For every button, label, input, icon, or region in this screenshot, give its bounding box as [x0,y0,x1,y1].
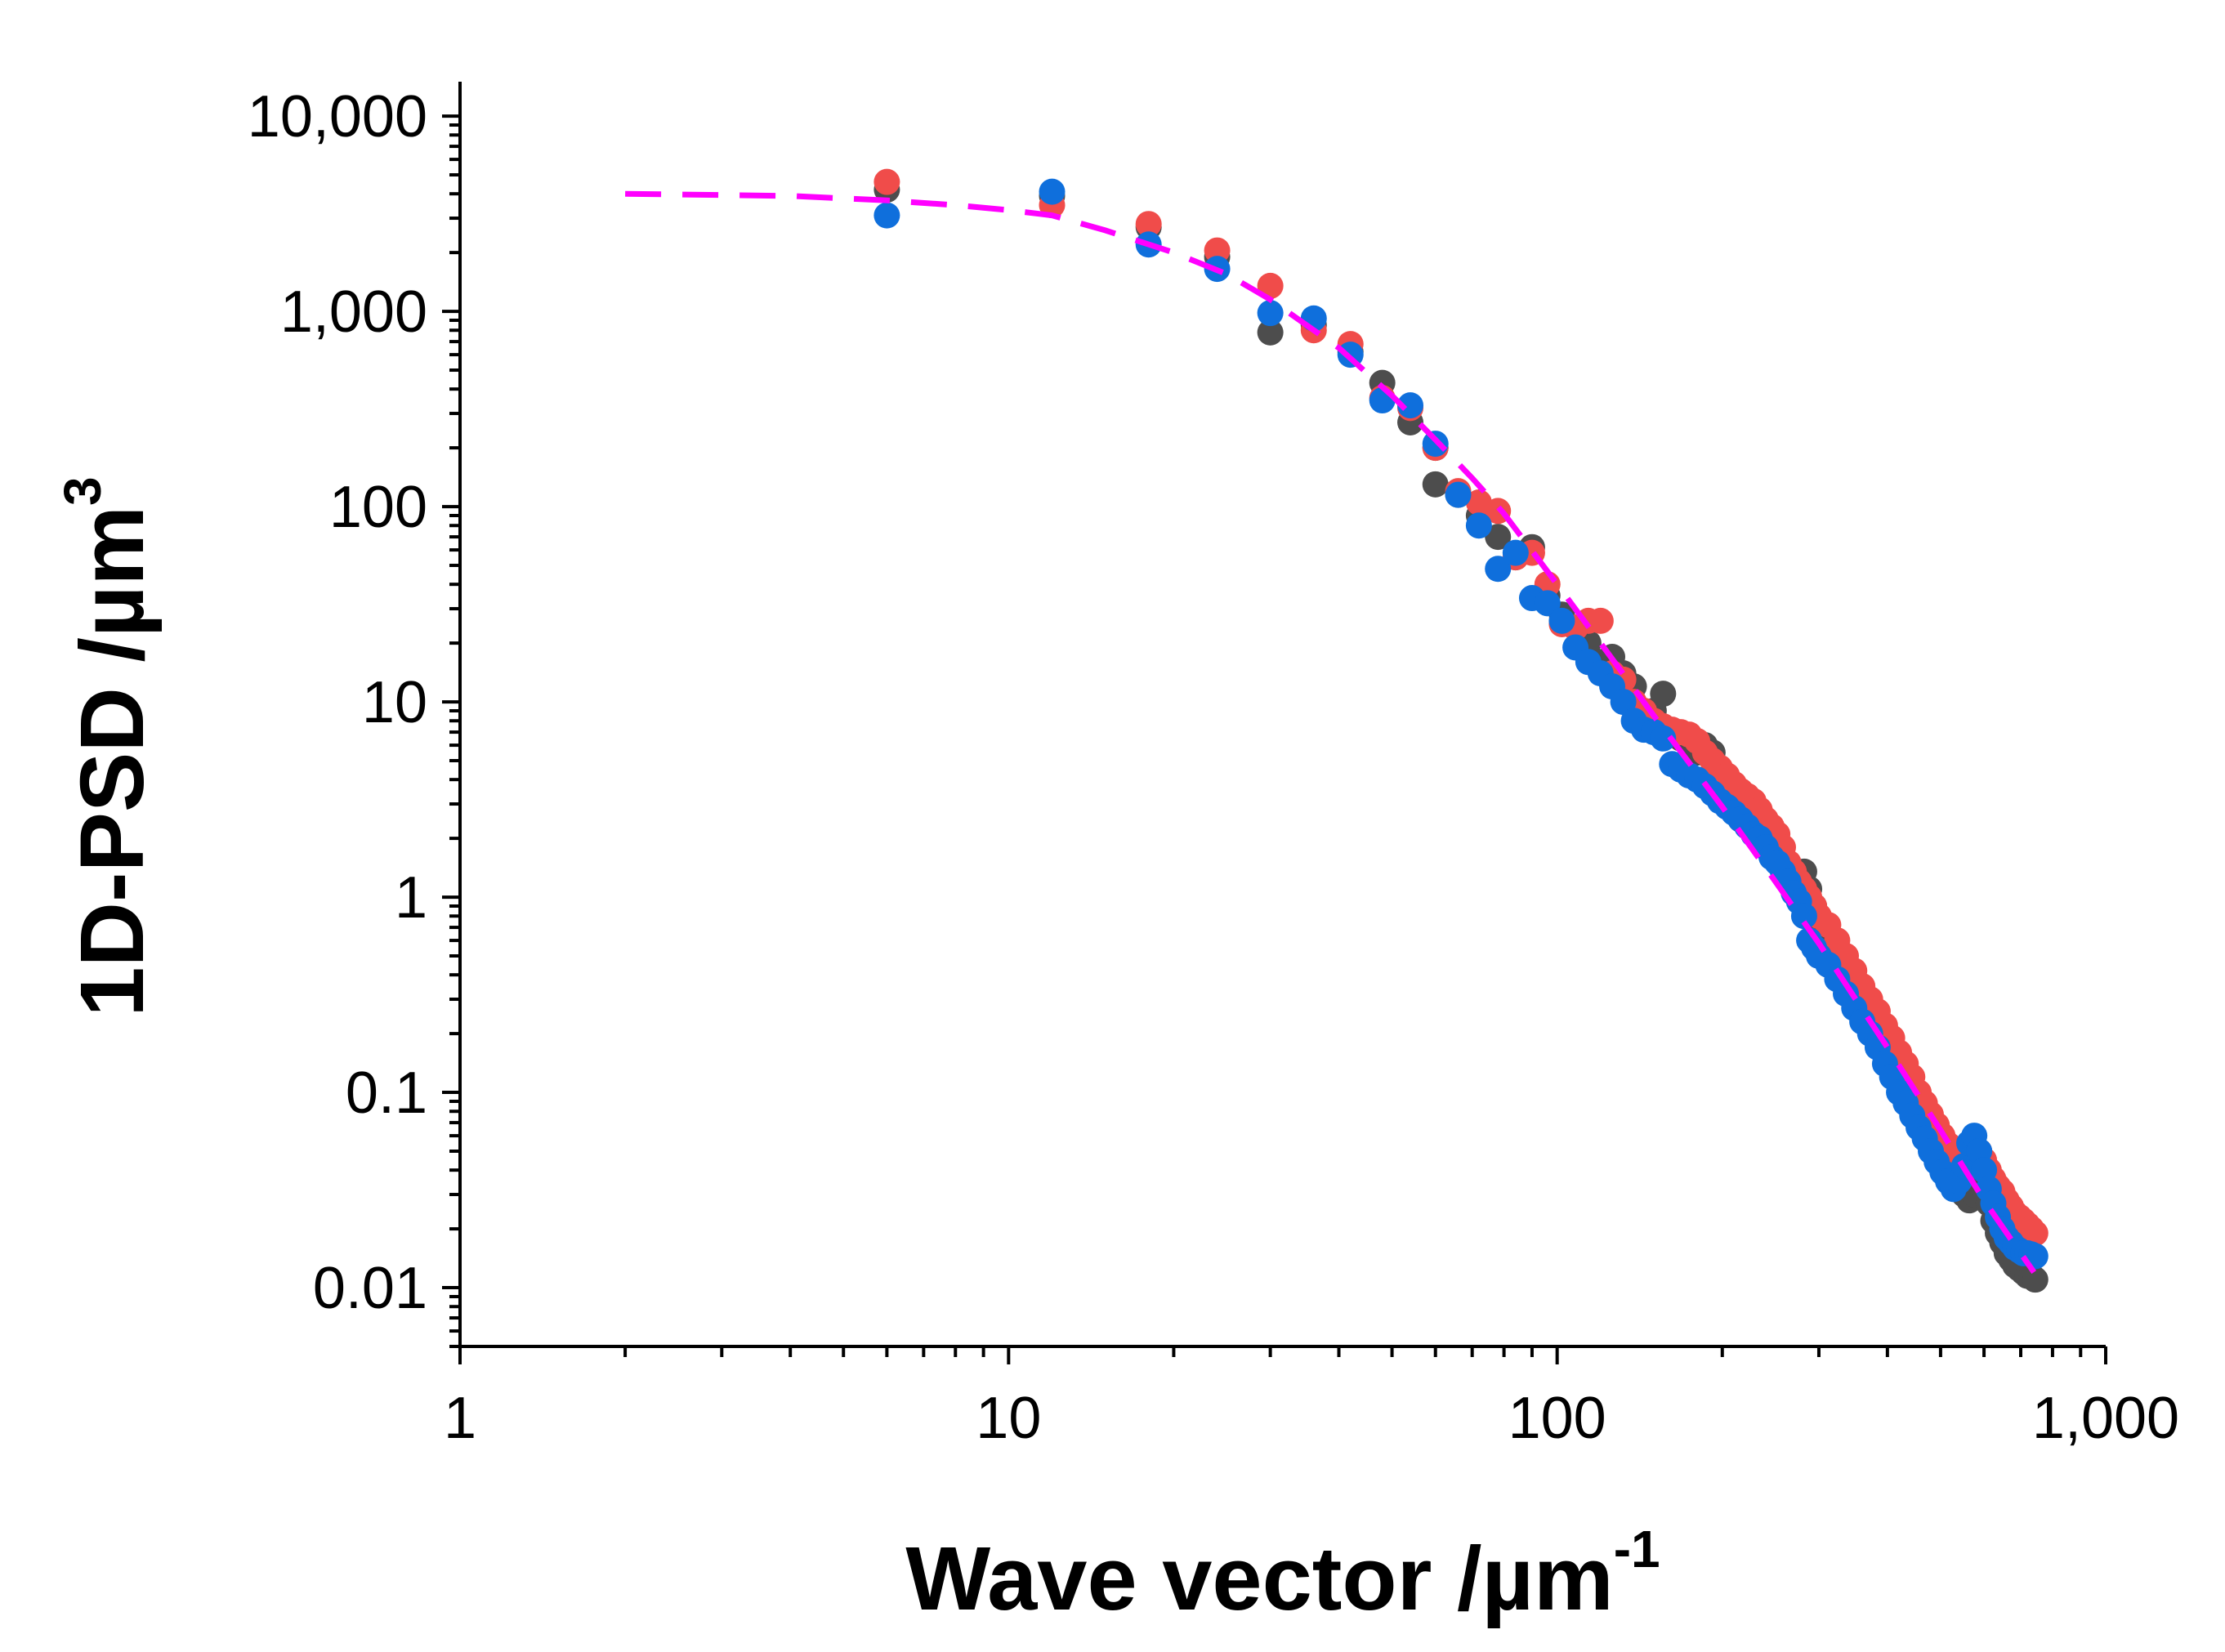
data-point [1257,319,1284,346]
data-point [1485,556,1512,583]
data-point [1650,725,1677,752]
y-tick-label: 100 [329,475,427,540]
data-point [1257,300,1284,327]
y-tick-label: 10 [362,670,427,735]
plot-area [625,168,2049,1293]
data-point [1135,211,1162,238]
data-point [1445,481,1472,508]
data-point [1369,387,1396,414]
data-point [1587,607,1614,634]
data-point [873,168,900,195]
y-tick-label: 0.1 [346,1060,427,1126]
data-point [1650,681,1677,708]
y-axis-title-superscript: 3 [53,476,112,506]
x-tick-label: 100 [1508,1386,1606,1451]
data-point [1039,178,1066,205]
x-tick-label: 1 [444,1386,476,1451]
data-point [1548,607,1575,634]
data-point [1397,392,1424,419]
x-tick-label: 1,000 [2032,1386,2179,1451]
data-point [2022,1220,2049,1247]
x-axis-title-text: Wave vector /µm [905,1529,1613,1629]
y-axis-title-text: 1D-PSD /µm [62,506,163,1017]
x-tick-label: 10 [976,1386,1041,1451]
x-axis-title-superscript: -1 [1614,1520,1660,1578]
axes: 1 10 100 1,000 0.01 0.1 1 10 100 1,000 10,000 [248,82,2179,1451]
data-point [1422,471,1449,498]
y-tick-label: 0.01 [313,1256,427,1321]
y-tick-label: 1,000 [280,279,427,345]
data-point [873,202,900,229]
data-point [1790,903,1817,930]
y-axis-title: 1D-PSD /µm3 [53,476,163,1016]
data-point [1485,524,1512,551]
data-point [1465,512,1492,539]
fit-line [625,190,2037,1275]
data-point [1502,539,1529,566]
data-point [1534,590,1561,617]
y-tick-label: 1 [395,865,427,931]
data-point [1204,237,1231,264]
y-tick-label: 10,000 [248,84,427,150]
data-point [2022,1266,2049,1293]
x-axis-title: Wave vector /µm-1 [905,1520,1660,1629]
